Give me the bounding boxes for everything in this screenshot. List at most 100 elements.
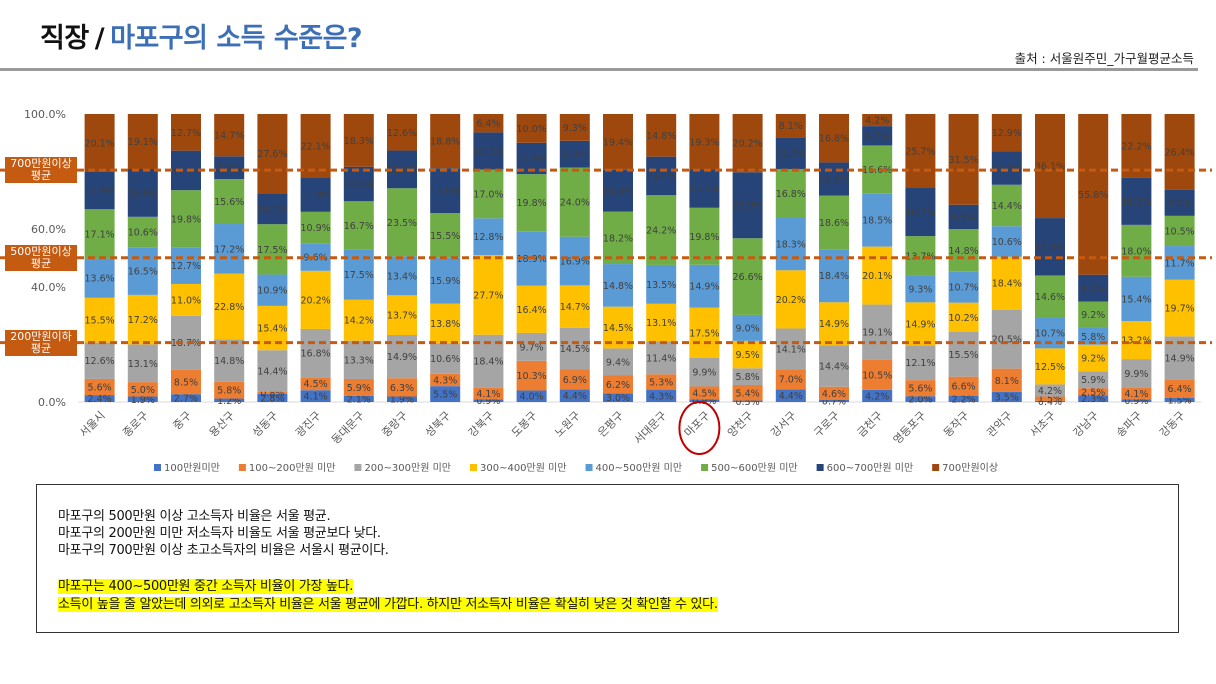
bar-segment — [1164, 379, 1195, 398]
data-label: 13.4% — [646, 171, 676, 182]
bar-segment — [1121, 359, 1152, 388]
data-label: 19.1% — [128, 137, 158, 148]
data-label: 12.7% — [171, 128, 201, 139]
data-label: 8.1% — [995, 376, 1019, 387]
data-label: 27.6% — [257, 149, 287, 160]
data-label: 13.7% — [905, 251, 935, 262]
legend-swatch — [701, 464, 709, 471]
data-label: 14.7% — [560, 302, 590, 313]
data-label: 20.2% — [301, 295, 331, 306]
bar-segment — [775, 217, 806, 271]
data-label: 18.4% — [819, 271, 849, 282]
bar-segment — [1035, 275, 1065, 318]
data-label: 19.8% — [517, 198, 547, 209]
bar-segment — [387, 378, 417, 397]
bar-segment — [343, 378, 374, 396]
bar-segment — [300, 114, 331, 178]
bar-segment — [646, 374, 677, 390]
data-label: 14.8% — [949, 246, 979, 257]
note-line: 마포구의 700만원 이상 초고소득자의 비율은 서울시 평균이다. — [58, 543, 389, 558]
bar-segment — [214, 381, 245, 399]
note-highlight-line: 마포구는 400~500만원 중간 소득자 비율이 가장 높다. — [58, 579, 354, 594]
data-label: 17.1% — [85, 229, 115, 240]
bar-segment — [257, 393, 288, 402]
data-label: 2.2% — [952, 394, 976, 405]
data-label: 4.5% — [304, 379, 328, 390]
bar-segment — [603, 114, 633, 170]
bar-segment — [171, 283, 201, 316]
bar-segment — [516, 390, 547, 402]
bar-segment — [646, 156, 677, 196]
title-sub: 마포구의 소득 수준은? — [110, 23, 363, 54]
bar-segment — [473, 114, 504, 133]
data-label: 17.2% — [214, 244, 244, 255]
data-label: 5.8% — [1081, 332, 1105, 343]
bar-segment — [257, 193, 288, 225]
bar-segment — [603, 393, 633, 402]
data-label: 1.5% — [1038, 394, 1062, 405]
data-label: 8.5% — [174, 377, 198, 388]
data-label: 18.4% — [992, 279, 1022, 290]
legend-label: 500~600만원 미만 — [711, 462, 798, 474]
data-label: 6.4% — [1168, 384, 1192, 395]
bar-segment — [516, 332, 547, 361]
bar-segment — [991, 368, 1022, 392]
bar-segment — [84, 258, 115, 298]
data-label: 19.8% — [171, 214, 201, 225]
bar-segment — [430, 114, 461, 169]
data-label: 15.6% — [430, 186, 460, 197]
data-label: 4.1% — [1124, 389, 1148, 400]
data-label: 9.5% — [736, 350, 760, 361]
bar-segment — [862, 304, 893, 360]
bar-segment — [1078, 395, 1109, 402]
data-label: 9.4% — [606, 357, 630, 368]
data-label: 11.0% — [171, 295, 201, 306]
x-tick-label: 종로구 — [120, 409, 151, 440]
bar-segment — [430, 303, 461, 344]
data-label: 6.4% — [476, 119, 500, 130]
bar-segment — [127, 216, 158, 248]
data-label: 3.5% — [995, 392, 1019, 403]
bar-segment — [127, 344, 158, 383]
bar-segment — [84, 297, 115, 343]
bar-segment — [559, 236, 590, 286]
data-label: 16.8% — [776, 189, 806, 200]
data-label: 4.1% — [304, 392, 328, 403]
bar-segment — [559, 369, 590, 390]
data-label: 14.5% — [603, 323, 633, 334]
data-label: 6.3% — [390, 383, 414, 394]
data-label: 13.2% — [1121, 336, 1151, 347]
bar-segment — [1035, 218, 1065, 276]
data-label: 9.2% — [1081, 310, 1105, 321]
bar-segment — [1121, 387, 1152, 400]
data-label: 10.5% — [862, 370, 892, 381]
bar-segment — [819, 386, 849, 400]
bar-segment — [127, 382, 158, 397]
data-label: 15.6% — [214, 197, 244, 208]
x-tick-label: 양천구 — [724, 408, 755, 439]
data-label: 16.6% — [862, 165, 892, 176]
bar-segment — [689, 399, 720, 402]
data-label: 19.9% — [1035, 242, 1065, 253]
bar-segment — [991, 114, 1022, 152]
bar-segment — [905, 114, 936, 189]
bar-segment — [214, 179, 245, 225]
data-label: 19.7% — [1165, 304, 1195, 315]
bar-segment — [819, 195, 849, 250]
bar-segment — [905, 188, 936, 237]
data-label: 19.8% — [689, 232, 719, 243]
bar-segment — [171, 114, 201, 151]
bar-segment — [948, 395, 979, 402]
data-label: 18.6% — [819, 218, 849, 229]
data-label: 18.3% — [776, 239, 806, 250]
bar-segment — [819, 249, 849, 303]
note-line: 마포구의 500만원 이상 고소득자 비율은 서울 평균. — [58, 509, 331, 524]
data-label: 4.0% — [520, 392, 544, 403]
data-label: 5.6% — [88, 382, 112, 393]
data-label: 4.3% — [649, 391, 673, 402]
data-label: 7.0% — [779, 375, 803, 386]
title-separator: / — [94, 23, 105, 54]
bar-segment — [84, 342, 115, 379]
bar-segment — [343, 299, 374, 341]
data-label: 18.8% — [430, 137, 460, 148]
